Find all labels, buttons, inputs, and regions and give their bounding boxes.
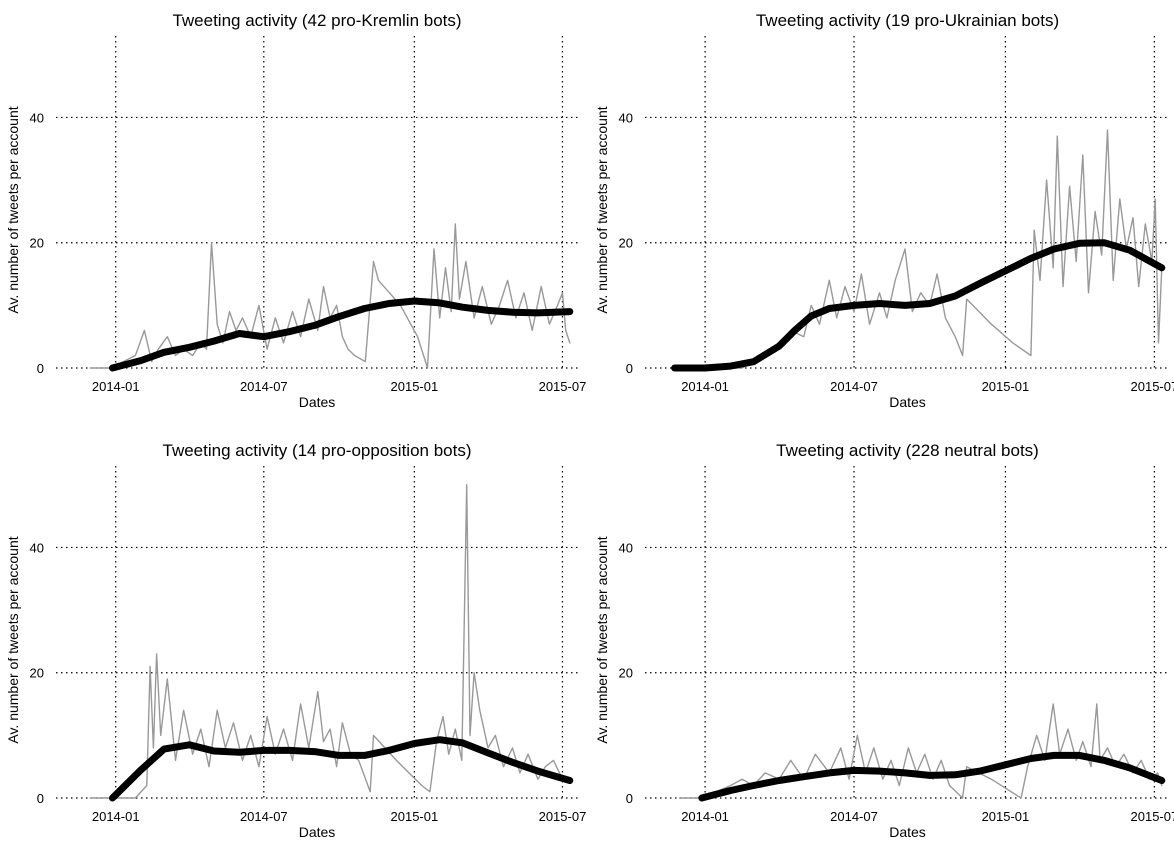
y-tick-label: 40	[30, 540, 44, 555]
y-tick-label: 20	[30, 236, 44, 251]
y-tick-label: 40	[30, 110, 44, 125]
chart-panel-neutral: Tweeting activity (228 neutral bots) Dat…	[594, 441, 1174, 840]
y-tick-label: 0	[37, 791, 44, 806]
y-tick-label: 0	[626, 361, 633, 376]
trend-series-line	[109, 736, 574, 802]
trend-series-line	[671, 239, 1166, 372]
x-tick-label: 2015-01	[982, 379, 1030, 394]
y-axis-label: Av. number of tweets per account	[594, 536, 610, 743]
chart-title: Tweeting activity (42 pro-Kremlin bots)	[172, 11, 461, 30]
raw-series-line	[89, 223, 571, 369]
x-tick-label: 2014-07	[830, 809, 878, 824]
y-tick-label: 0	[626, 791, 633, 806]
y-tick-label: 20	[619, 236, 633, 251]
x-tick-label: 2014-01	[92, 379, 140, 394]
chart-title: Tweeting activity (14 pro-opposition bot…	[163, 441, 472, 460]
chart-title: Tweeting activity (19 pro-Ukrainian bots…	[756, 11, 1059, 30]
chart-panel-pro-opposition: Tweeting activity (14 pro-opposition bot…	[5, 441, 586, 840]
x-axis-label: Dates	[299, 824, 336, 840]
raw-series-line	[89, 484, 571, 799]
y-axis-label: Av. number of tweets per account	[5, 536, 21, 743]
y-axis-label: Av. number of tweets per account	[5, 106, 21, 313]
x-tick-label: 2015-07	[539, 809, 587, 824]
x-tick-label: 2015-01	[391, 809, 439, 824]
chart-panel-pro-ukrainian: Tweeting activity (19 pro-Ukrainian bots…	[594, 11, 1174, 410]
x-tick-label: 2014-07	[830, 379, 878, 394]
x-tick-label: 2015-01	[391, 379, 439, 394]
x-axis-label: Dates	[889, 394, 926, 410]
x-axis-label: Dates	[299, 394, 336, 410]
trend-series-line	[698, 751, 1166, 802]
x-tick-label: 2014-07	[240, 809, 288, 824]
x-axis-label: Dates	[889, 824, 926, 840]
x-tick-label: 2014-01	[92, 809, 140, 824]
trend-series-line	[109, 297, 574, 372]
raw-series-line	[678, 129, 1163, 369]
y-tick-label: 40	[619, 110, 633, 125]
x-tick-label: 2014-01	[681, 809, 729, 824]
x-tick-label: 2015-07	[539, 379, 587, 394]
y-tick-label: 20	[30, 666, 44, 681]
x-tick-label: 2014-07	[240, 379, 288, 394]
y-tick-label: 0	[37, 361, 44, 376]
x-tick-label: 2015-07	[1131, 379, 1174, 394]
x-tick-label: 2015-07	[1131, 809, 1174, 824]
y-tick-label: 40	[619, 540, 633, 555]
y-tick-label: 20	[619, 666, 633, 681]
y-axis-label: Av. number of tweets per account	[594, 106, 610, 313]
x-tick-label: 2014-01	[681, 379, 729, 394]
chart-panel-pro-kremlin: Tweeting activity (42 pro-Kremlin bots) …	[5, 11, 586, 410]
x-tick-label: 2015-01	[982, 809, 1030, 824]
chart-title: Tweeting activity (228 neutral bots)	[776, 441, 1039, 460]
